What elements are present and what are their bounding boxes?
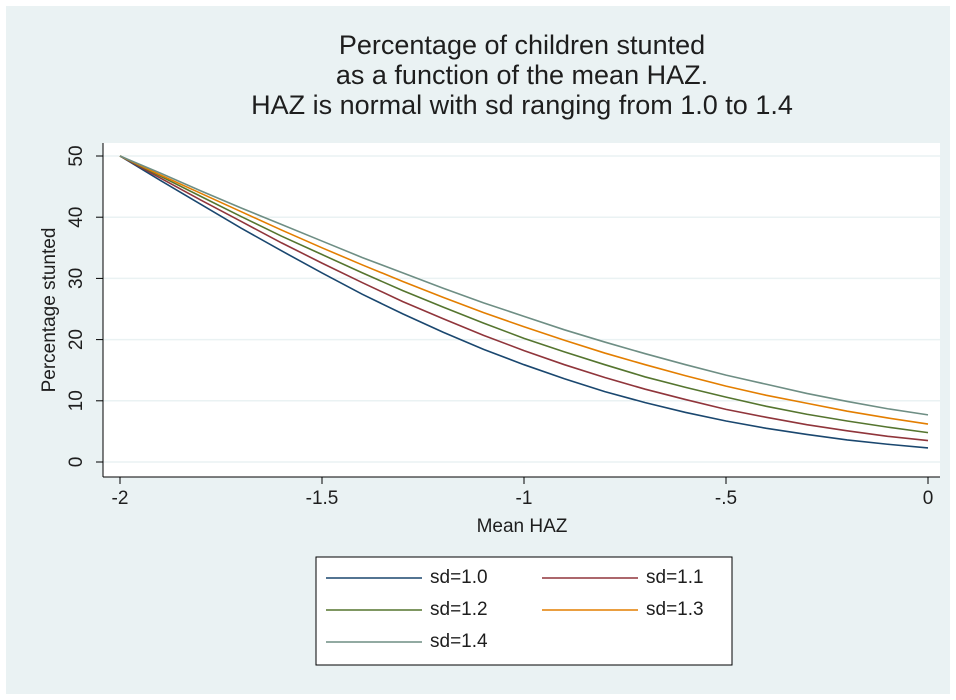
x-tick-label: -.5 bbox=[715, 488, 737, 509]
series-line bbox=[119, 155, 929, 449]
x-axis-label: Mean HAZ bbox=[477, 516, 568, 537]
x-tick-label: -2 bbox=[112, 488, 129, 509]
x-tick-label: -1.5 bbox=[306, 488, 339, 509]
y-tick-label: 30 bbox=[66, 268, 87, 289]
series-line bbox=[119, 155, 929, 442]
legend-label: sd=1.3 bbox=[646, 599, 704, 620]
series-line bbox=[119, 155, 929, 434]
legend-label: sd=1.1 bbox=[646, 567, 704, 588]
chart-title: Percentage of children stunted bbox=[339, 30, 705, 60]
legend-label: sd=1.0 bbox=[430, 567, 488, 588]
y-tick-label: 20 bbox=[66, 329, 87, 350]
y-axis-label: Percentage stunted bbox=[39, 228, 60, 393]
series-line bbox=[119, 155, 929, 416]
y-tick-label: 0 bbox=[66, 457, 87, 468]
chart-title: HAZ is normal with sd ranging from 1.0 t… bbox=[251, 90, 793, 120]
plot-background bbox=[103, 143, 940, 477]
chart-title: as a function of the mean HAZ. bbox=[336, 60, 708, 90]
x-tick-label: 0 bbox=[923, 488, 934, 509]
legend-label: sd=1.4 bbox=[430, 631, 488, 652]
y-tick-label: 50 bbox=[66, 145, 87, 166]
legend-label: sd=1.2 bbox=[430, 599, 488, 620]
legend-box bbox=[315, 556, 733, 666]
y-tick-label: 40 bbox=[66, 207, 87, 228]
x-tick-label: -1 bbox=[516, 488, 533, 509]
y-tick-label: 10 bbox=[66, 390, 87, 411]
series-line bbox=[119, 155, 929, 425]
